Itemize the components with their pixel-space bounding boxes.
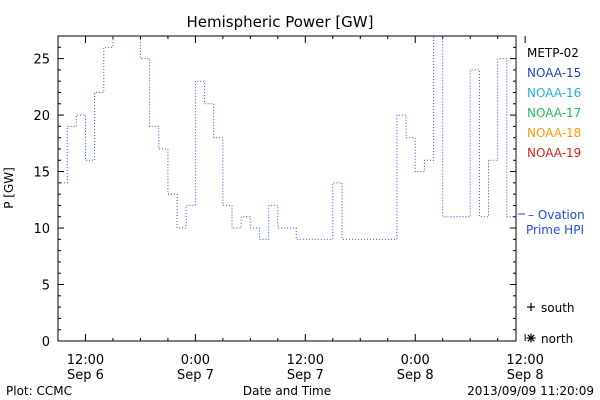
legend-metp-02: METP-02 [527,46,579,60]
x-tick-time: 12:00 [67,353,104,368]
legend-south-label: south [541,301,575,315]
footer-left: Plot: CCMC [6,384,72,398]
legend-noaa-16: NOAA-16 [527,86,581,100]
x-tick-date: Sep 6 [67,368,104,383]
y-tick-label: 25 [33,53,50,68]
satellite-legend: METP-02 NOAA-15 NOAA-16 NOAA-17 NOAA-18 NOAA-… [527,46,581,160]
x-tick-time: 12:00 [506,353,543,368]
x-tick-date: Sep 8 [507,368,544,383]
x-tick-time: 0:00 [401,353,430,368]
x-tick-date: Sep 7 [287,368,324,383]
ovation-legend-label-2: Prime HPI [526,223,584,237]
x-tick-date: Sep 7 [177,368,214,383]
chart-title: Hemispheric Power [GW] [187,13,374,31]
plot-frame [57,35,517,342]
legend-north-label: north [541,332,573,346]
legend-noaa-18: NOAA-18 [527,126,581,140]
legend-noaa-15: NOAA-15 [527,66,581,80]
footer-right: 2013/09/09 11:20:09 [467,384,594,398]
x-tick-time: 0:00 [181,353,210,368]
legend-plus-symbol [527,303,535,311]
y-tick-label: 10 [33,222,50,237]
y-tick-label: 15 [33,166,50,181]
y-axis-ticks: 0 5 10 15 20 25 [33,46,516,350]
y-axis-label: P [GW] [2,167,16,209]
legend-star-symbol [526,333,536,343]
y-tick-label: 0 [42,335,50,350]
legend-noaa-17: NOAA-17 [527,106,581,120]
marker-legend: south north [526,301,575,346]
y-tick-label: 20 [33,109,50,124]
x-tick-time: 12:00 [287,353,324,368]
legend-noaa-19: NOAA-19 [527,146,581,160]
ovation-series [58,36,516,240]
x-tick-date: Sep 8 [397,368,434,383]
y-tick-label: 5 [42,279,50,294]
star-d2 [527,334,535,342]
ovation-legend-label-1: – Ovation [528,208,585,222]
ovation-line [58,36,516,240]
x-axis-label: Date and Time [243,384,331,398]
